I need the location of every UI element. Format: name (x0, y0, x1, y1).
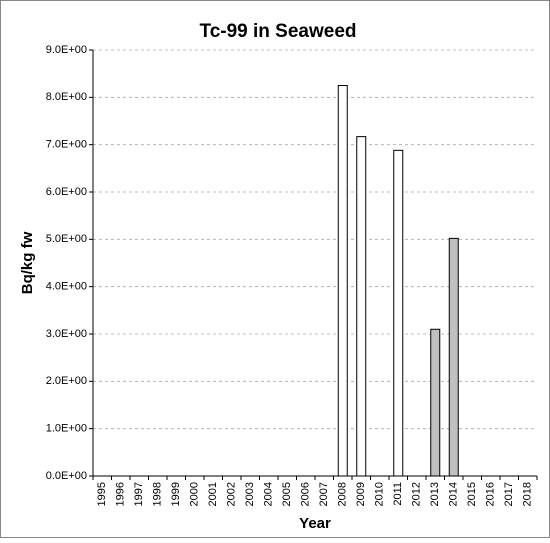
x-tick-label: 1998 (152, 482, 164, 506)
x-tick-label: 2008 (337, 482, 349, 506)
x-tick-label: 2007 (318, 482, 330, 506)
bar (356, 136, 367, 477)
bar (337, 85, 348, 477)
y-tick-label: 8.0E+00 (46, 91, 87, 103)
x-tick-label: 2015 (466, 482, 478, 506)
x-tick-label: 2016 (485, 482, 497, 506)
x-axis-label: Year (299, 515, 331, 532)
x-tick-label: 1995 (96, 482, 108, 506)
y-tick-label: 0.0E+00 (46, 470, 87, 482)
y-tick-label: 6.0E+00 (46, 186, 87, 198)
x-tick-label: 2005 (281, 482, 293, 506)
chart-title: Tc-99 in Seaweed (200, 21, 357, 42)
y-tick-label: 4.0E+00 (46, 281, 87, 293)
y-tick-label: 5.0E+00 (46, 233, 87, 245)
y-tick-label: 2.0E+00 (46, 375, 87, 387)
x-tick-label: 2006 (300, 482, 312, 506)
x-tick-label: 2010 (374, 482, 386, 506)
y-tick-label: 7.0E+00 (46, 139, 87, 151)
bar (393, 149, 404, 477)
x-tick-label: 2013 (429, 482, 441, 506)
x-tick-label: 2011 (392, 482, 404, 506)
x-tick-label: 2009 (355, 482, 367, 506)
y-tick-label: 3.0E+00 (46, 328, 87, 340)
x-tick-label: 1997 (133, 482, 145, 506)
x-tick-label: 1996 (115, 482, 127, 506)
x-tick-label: 2003 (244, 482, 256, 506)
bar (430, 328, 441, 477)
x-tick-label: 2001 (207, 482, 219, 506)
x-tick-label: 2018 (522, 482, 534, 506)
y-tick-label: 9.0E+00 (46, 44, 87, 56)
bar (448, 237, 459, 477)
x-tick-label: 2002 (226, 482, 238, 506)
x-tick-label: 2017 (503, 482, 515, 506)
x-tick-label: 1999 (170, 482, 182, 506)
x-tick-label: 2004 (263, 482, 275, 506)
y-tick-label: 1.0E+00 (46, 423, 87, 435)
x-tick-label: 2014 (448, 482, 460, 506)
x-tick-label: 2000 (189, 482, 201, 506)
y-axis-label: Bq/kg fw (19, 231, 36, 294)
x-tick-label: 2012 (411, 482, 423, 506)
